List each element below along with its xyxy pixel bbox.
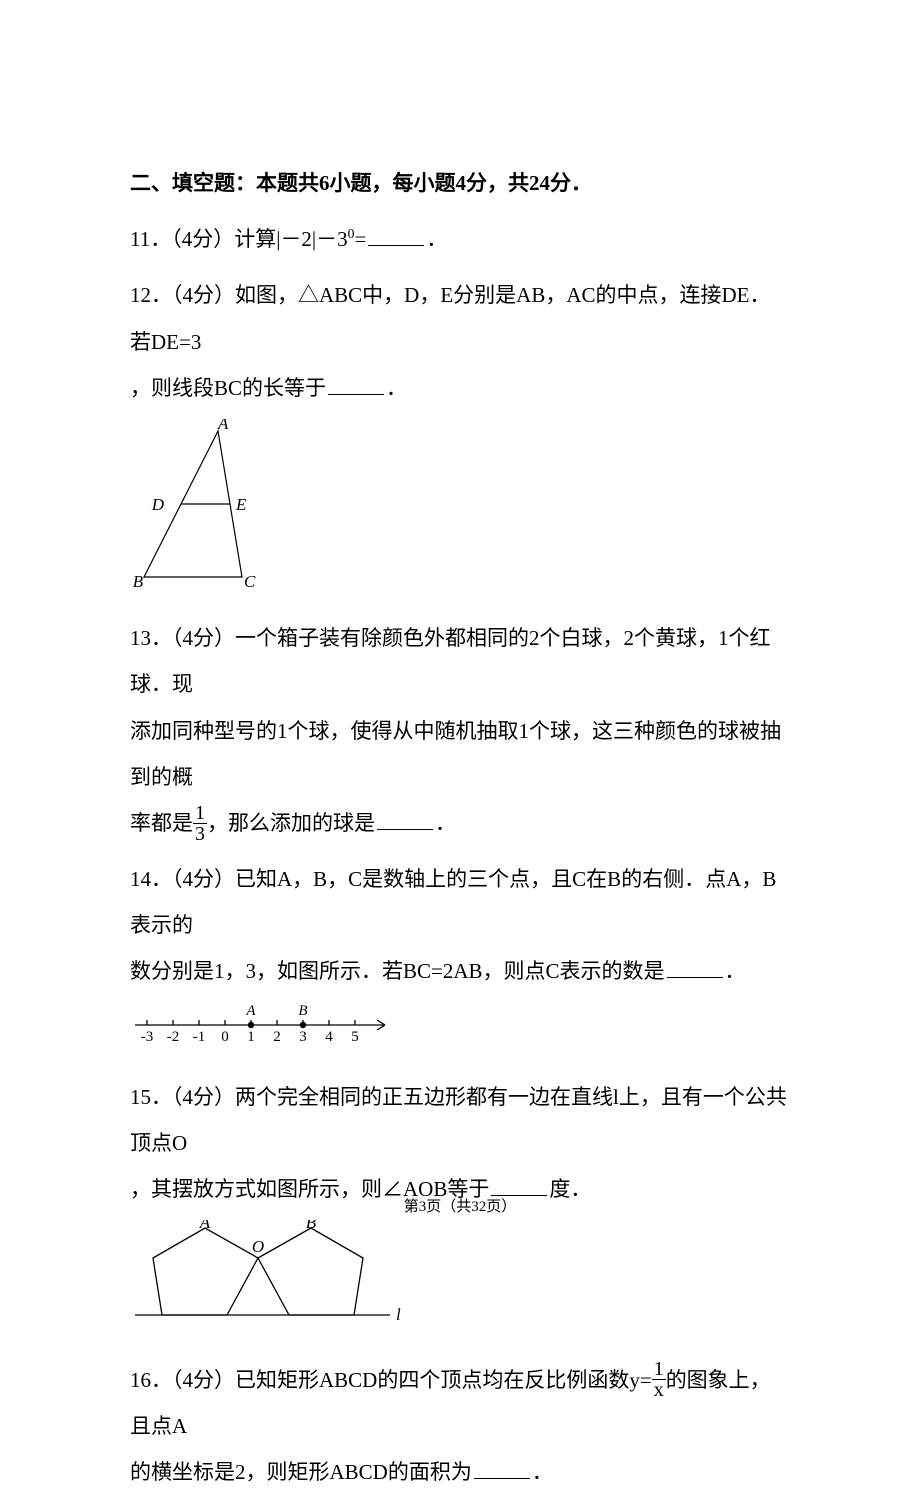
footer-c: 页） bbox=[486, 1199, 516, 1215]
q12-line1: 12．（4分）如图，△ABC中，D，E分别是AB，AC的中点，连接DE．若DE=… bbox=[130, 283, 771, 353]
q12-blank bbox=[328, 374, 384, 395]
question-12: 12．（4分）如图，△ABC中，D，E分别是AB，AC的中点，连接DE．若DE=… bbox=[130, 272, 790, 411]
section-header: 二、填空题：本题共6小题，每小题4分，共24分． bbox=[130, 160, 790, 206]
q14-line2b: ． bbox=[725, 959, 746, 983]
footer-total: 32 bbox=[471, 1199, 486, 1215]
q14-line1: 14．（4分）已知A，B，C是数轴上的三个点，且C在B的右侧．点A，B表示的 bbox=[130, 867, 776, 937]
q16-line1a: 16．（4分）已知矩形ABCD的四个顶点均在反比例函数y= bbox=[130, 1368, 652, 1392]
q13-line2: 添加同种型号的1个球，使得从中随机抽取1个球，这三种颜色的球被抽到的概 bbox=[130, 719, 781, 789]
figure-numberline: -3 -2 -1 0 1 2 3 4 5 A B bbox=[130, 1003, 790, 1064]
q16-frac-den: x bbox=[652, 1380, 666, 1400]
question-14: 14．（4分）已知A，B，C是数轴上的三个点，且C在B的右侧．点A，B表示的 数… bbox=[130, 856, 790, 995]
question-13: 13．（4分）一个箱子装有除颜色外都相同的2个白球，2个黄球，1个红球．现 添加… bbox=[130, 615, 790, 846]
nl-t5: 2 bbox=[273, 1029, 281, 1045]
q11-suffix: ． bbox=[426, 227, 447, 251]
q13-frac-num: 1 bbox=[193, 803, 207, 824]
nl-t8: 5 bbox=[351, 1029, 359, 1045]
q13-frac-den: 3 bbox=[193, 824, 207, 844]
nl-t1: -2 bbox=[167, 1029, 180, 1045]
nl-t3: 0 bbox=[221, 1029, 229, 1045]
nl-t0: -3 bbox=[141, 1029, 154, 1045]
q15-line1: 15．（4分）两个完全相同的正五边形都有一边在直线l上，且有一个公共顶点O bbox=[130, 1085, 787, 1155]
q11-eq: = bbox=[354, 227, 366, 251]
tri-label-E: E bbox=[235, 495, 247, 514]
nl-t7: 4 bbox=[325, 1029, 333, 1045]
pent-l: l bbox=[396, 1305, 401, 1324]
numberline-svg: -3 -2 -1 0 1 2 3 4 5 A B bbox=[130, 1003, 400, 1048]
q16-frac-num: 1 bbox=[652, 1359, 666, 1380]
q13-line3b: ，那么添加的球是 bbox=[207, 811, 375, 835]
q13-line3a: 率都是 bbox=[130, 811, 193, 835]
figure-pentagons: A B O l bbox=[130, 1220, 790, 1346]
pent-svg: A B O l bbox=[130, 1220, 410, 1330]
question-11: 11．（4分）计算|－2|－30=． bbox=[130, 216, 790, 262]
tri-label-D: D bbox=[151, 495, 165, 514]
q16-blank bbox=[474, 1458, 530, 1479]
nl-labB: B bbox=[298, 1003, 307, 1019]
q13-line1: 13．（4分）一个箱子装有除颜色外都相同的2个白球，2个黄球，1个红球．现 bbox=[130, 626, 771, 696]
figure-triangle: A D E B C bbox=[130, 419, 790, 605]
pent-O: O bbox=[252, 1237, 264, 1256]
q13-line3c: ． bbox=[435, 811, 456, 835]
nl-labA: A bbox=[245, 1003, 256, 1019]
q11-blank bbox=[368, 225, 424, 246]
nl-t6: 3 bbox=[299, 1029, 307, 1045]
exam-page: 二、填空题：本题共6小题，每小题4分，共24分． 11．（4分）计算|－2|－3… bbox=[0, 0, 920, 1302]
footer-a: 第 bbox=[404, 1199, 419, 1215]
q16-line2a: 的横坐标是2，则矩形ABCD的面积为 bbox=[130, 1460, 472, 1484]
q11-text-a: 11．（4分）计算|－2|－3 bbox=[130, 227, 348, 251]
tri-label-A: A bbox=[217, 419, 229, 433]
q16-line2b: ． bbox=[532, 1460, 553, 1484]
q14-line2a: 数分别是1，3，如图所示．若BC=2AB，则点C表示的数是 bbox=[130, 959, 665, 983]
footer-b: 页（共 bbox=[426, 1199, 471, 1215]
page-footer: 第3页（共32页） bbox=[0, 1191, 920, 1224]
triangle-svg: A D E B C bbox=[130, 419, 270, 589]
q14-blank bbox=[667, 957, 723, 978]
question-16: 16．（4分）已知矩形ABCD的四个顶点均在反比例函数y=1x的图象上，且点A … bbox=[130, 1357, 790, 1495]
nl-t4: 1 bbox=[247, 1029, 255, 1045]
q16-frac: 1x bbox=[652, 1359, 666, 1400]
q12-line2a: ，则线段BC的长等于 bbox=[130, 376, 326, 400]
tri-label-B: B bbox=[133, 572, 144, 589]
nl-t2: -1 bbox=[193, 1029, 206, 1045]
q12-line2b: ． bbox=[386, 376, 407, 400]
q13-frac: 13 bbox=[193, 803, 207, 844]
q13-blank bbox=[377, 809, 433, 830]
tri-label-C: C bbox=[244, 572, 256, 589]
